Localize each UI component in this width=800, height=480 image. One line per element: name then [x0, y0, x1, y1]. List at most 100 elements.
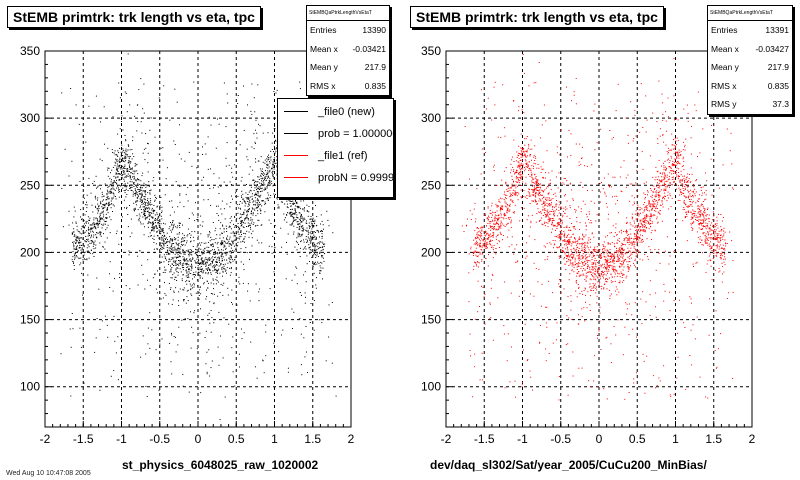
left-point: [269, 288, 271, 290]
left-point: [143, 209, 144, 211]
left-point: [125, 140, 127, 142]
left-point: [295, 209, 296, 211]
right-point: [547, 219, 549, 221]
right-point: [581, 367, 583, 369]
right-point: [575, 280, 577, 281]
right-point: [498, 199, 500, 201]
left-point: [79, 242, 81, 244]
left-point: [194, 220, 196, 222]
left-point: [310, 239, 312, 241]
right-point: [582, 262, 584, 264]
right-point: [564, 209, 566, 211]
right-point: [673, 180, 675, 182]
right-point: [564, 253, 566, 255]
left-point: [182, 240, 184, 242]
left-point: [116, 230, 118, 232]
right-point: [570, 259, 572, 261]
left-point: [290, 224, 292, 226]
left-point: [120, 86, 122, 88]
left-point: [122, 149, 124, 151]
left-point: [170, 269, 172, 271]
left-point: [187, 289, 189, 291]
left-point: [113, 205, 115, 207]
left-point: [150, 212, 152, 214]
right-point: [676, 157, 678, 159]
left-point: [192, 332, 194, 334]
left-point: [79, 181, 81, 182]
left-point: [73, 248, 75, 250]
right-point: [692, 200, 694, 202]
left-point: [107, 192, 109, 194]
left-point: [118, 188, 120, 190]
left-point: [247, 226, 249, 227]
left-point: [246, 198, 248, 200]
left-point: [313, 236, 315, 238]
left-point: [269, 170, 271, 172]
left-point: [166, 237, 168, 239]
right-point: [714, 231, 716, 233]
left-point: [202, 272, 204, 274]
left-point: [294, 208, 296, 210]
right-point: [680, 150, 682, 152]
right-point: [523, 207, 525, 209]
left-point: [76, 245, 78, 247]
right-point: [490, 240, 492, 242]
right-point: [516, 182, 518, 184]
left-point: [209, 250, 211, 252]
left-point: [309, 248, 311, 250]
left-point: [117, 336, 119, 338]
right-point: [627, 247, 629, 249]
left-point: [171, 248, 173, 250]
right-point: [663, 165, 665, 167]
left-point: [129, 155, 131, 157]
right-point: [571, 253, 573, 255]
right-point: [613, 258, 615, 260]
right-point: [699, 209, 701, 210]
left-point: [131, 168, 133, 170]
left-point: [289, 212, 291, 214]
left-point: [182, 250, 184, 252]
left-point: [262, 172, 264, 174]
left-point: [253, 208, 255, 210]
right-point: [718, 268, 720, 269]
right-point: [520, 133, 522, 135]
left-point: [217, 281, 219, 283]
left-point: [290, 206, 292, 207]
right-point: [559, 218, 561, 220]
left-point: [297, 234, 299, 236]
left-point: [241, 220, 243, 222]
left-point: [218, 252, 220, 254]
left-point: [292, 202, 294, 204]
left-point: [79, 239, 80, 241]
right-point: [536, 201, 537, 203]
left-point: [266, 173, 268, 175]
right-point: [612, 254, 614, 256]
right-point: [608, 269, 610, 271]
left-point: [192, 236, 194, 238]
left-point: [235, 247, 237, 249]
right-point: [657, 194, 659, 196]
left-point: [97, 225, 99, 227]
right-point: [474, 230, 476, 232]
right-point: [723, 235, 725, 237]
left-point: [311, 218, 313, 220]
right-point: [492, 247, 494, 249]
left-point: [145, 208, 147, 210]
left-point: [218, 364, 220, 366]
left-point: [149, 214, 151, 216]
right-point: [709, 245, 711, 247]
right-point: [563, 288, 565, 290]
left-point: [208, 265, 210, 266]
right-point: [489, 302, 491, 304]
left-point: [254, 187, 256, 189]
left-point: [212, 246, 214, 248]
left-point: [190, 269, 192, 271]
right-point: [479, 227, 481, 229]
right-point: [593, 284, 595, 286]
left-point: [319, 243, 320, 245]
right-point: [712, 230, 714, 232]
right-point: [578, 254, 580, 256]
left-point: [246, 211, 248, 213]
left-point: [161, 256, 163, 258]
left-point: [128, 254, 130, 256]
